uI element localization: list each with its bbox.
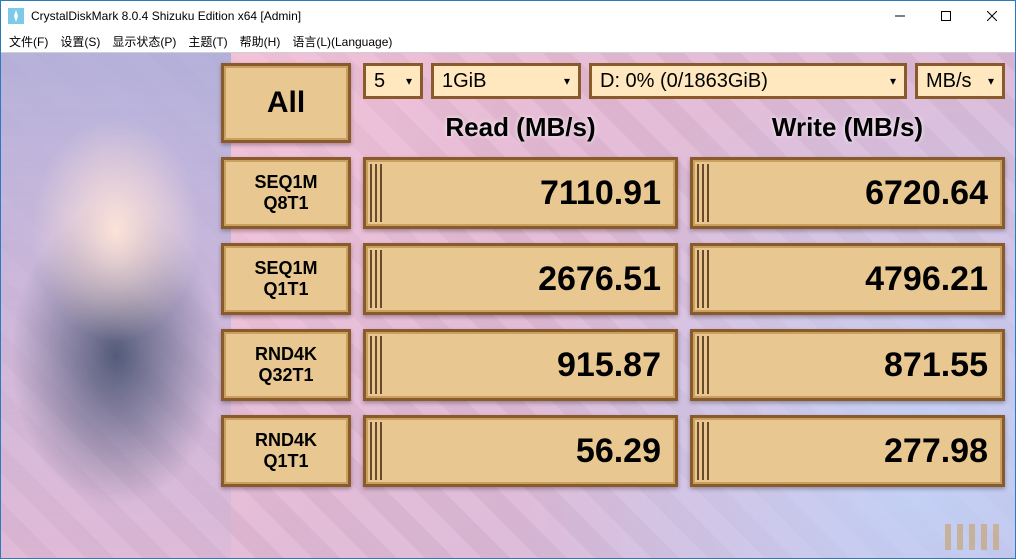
read-value-1: 2676.51 bbox=[363, 243, 678, 315]
test-label-line2: Q1T1 bbox=[263, 279, 308, 300]
count-value: 5 bbox=[374, 70, 385, 93]
test-button-seq1m-q1t1[interactable]: SEQ1M Q1T1 bbox=[221, 243, 351, 315]
read-value-0: 7110.91 bbox=[363, 157, 678, 229]
app-icon bbox=[7, 7, 25, 25]
character-art bbox=[1, 53, 231, 558]
menu-theme[interactable]: 主题(T) bbox=[188, 33, 227, 50]
test-label-line1: RND4K bbox=[255, 430, 317, 451]
test-label-line1: RND4K bbox=[255, 344, 317, 365]
write-header: Write (MB/s) bbox=[690, 113, 1005, 143]
menu-display[interactable]: 显示状态(P) bbox=[112, 33, 176, 50]
benchmark-grid: All 5 ▾ 1GiB ▾ D: 0% (0/1863GiB) ▾ MB/s bbox=[221, 63, 1005, 487]
menu-help[interactable]: 帮助(H) bbox=[240, 33, 281, 50]
read-header: Read (MB/s) bbox=[363, 113, 678, 143]
write-value-2: 871.55 bbox=[690, 329, 1005, 401]
menu-settings[interactable]: 设置(S) bbox=[60, 33, 100, 50]
run-all-label: All bbox=[267, 86, 305, 120]
unit-select[interactable]: MB/s ▾ bbox=[915, 63, 1005, 99]
minimize-button[interactable] bbox=[877, 1, 923, 31]
run-all-button[interactable]: All bbox=[221, 63, 351, 143]
menubar: 文件(F) 设置(S) 显示状态(P) 主题(T) 帮助(H) 语言(L)(La… bbox=[1, 31, 1015, 53]
titlebar: CrystalDiskMark 8.0.4 Shizuku Edition x6… bbox=[1, 1, 1015, 31]
menu-file[interactable]: 文件(F) bbox=[9, 33, 48, 50]
test-button-seq1m-q8t1[interactable]: SEQ1M Q8T1 bbox=[221, 157, 351, 229]
size-value: 1GiB bbox=[442, 70, 486, 93]
write-value-3: 277.98 bbox=[690, 415, 1005, 487]
write-value-1: 4796.21 bbox=[690, 243, 1005, 315]
test-button-rnd4k-q32t1[interactable]: RND4K Q32T1 bbox=[221, 329, 351, 401]
menu-language[interactable]: 语言(L)(Language) bbox=[292, 33, 392, 50]
size-select[interactable]: 1GiB ▾ bbox=[431, 63, 581, 99]
test-label-line2: Q1T1 bbox=[263, 451, 308, 472]
maximize-button[interactable] bbox=[923, 1, 969, 31]
test-label-line1: SEQ1M bbox=[254, 172, 317, 193]
test-label-line1: SEQ1M bbox=[254, 258, 317, 279]
window-title: CrystalDiskMark 8.0.4 Shizuku Edition x6… bbox=[31, 9, 877, 23]
test-button-rnd4k-q1t1[interactable]: RND4K Q1T1 bbox=[221, 415, 351, 487]
test-label-line2: Q32T1 bbox=[258, 365, 313, 386]
drive-value: D: 0% (0/1863GiB) bbox=[600, 70, 768, 93]
app-window: CrystalDiskMark 8.0.4 Shizuku Edition x6… bbox=[0, 0, 1016, 559]
write-value-0: 6720.64 bbox=[690, 157, 1005, 229]
drive-select[interactable]: D: 0% (0/1863GiB) ▾ bbox=[589, 63, 907, 99]
chevron-down-icon: ▾ bbox=[406, 74, 412, 88]
read-value-3: 56.29 bbox=[363, 415, 678, 487]
footer-decoration bbox=[945, 524, 1005, 550]
unit-value: MB/s bbox=[926, 70, 972, 93]
chevron-down-icon: ▾ bbox=[890, 74, 896, 88]
close-button[interactable] bbox=[969, 1, 1015, 31]
count-select[interactable]: 5 ▾ bbox=[363, 63, 423, 99]
test-label-line2: Q8T1 bbox=[263, 193, 308, 214]
read-value-2: 915.87 bbox=[363, 329, 678, 401]
client-area: All 5 ▾ 1GiB ▾ D: 0% (0/1863GiB) ▾ MB/s bbox=[1, 53, 1015, 558]
chevron-down-icon: ▾ bbox=[988, 74, 994, 88]
window-controls bbox=[877, 1, 1015, 31]
chevron-down-icon: ▾ bbox=[564, 74, 570, 88]
